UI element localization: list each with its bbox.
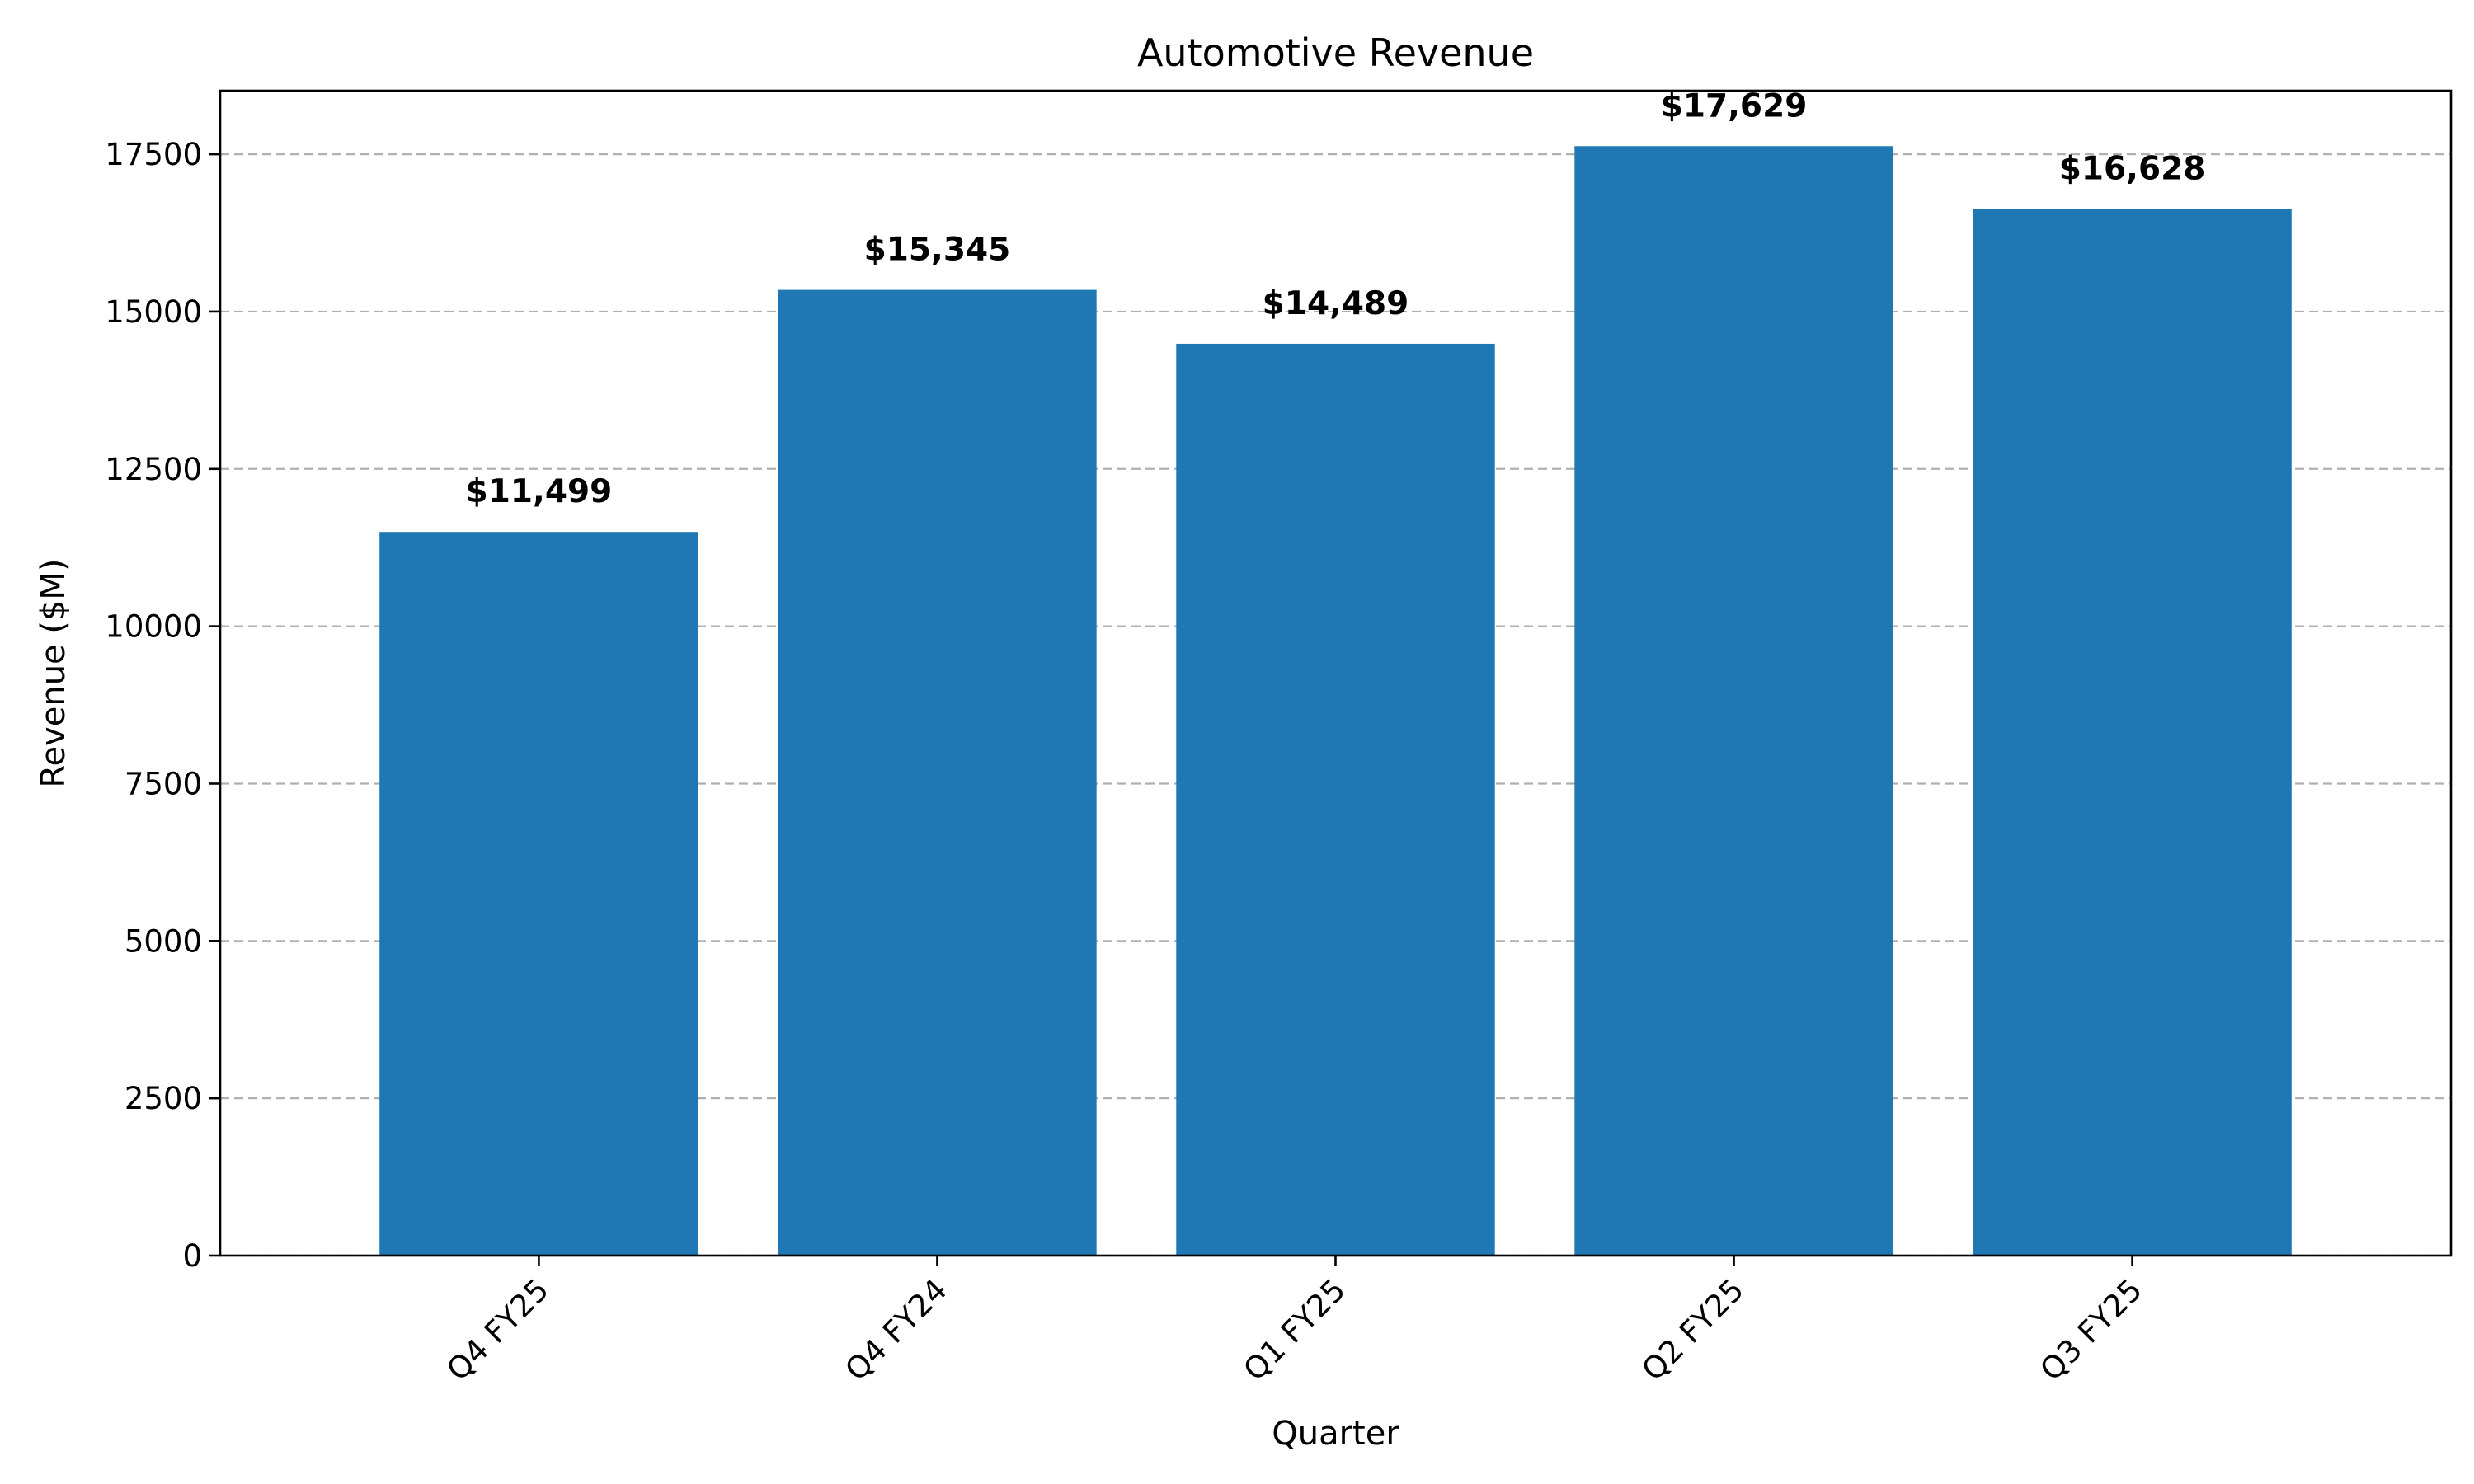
y-tick-label: 0 (182, 1238, 202, 1274)
chart-title: Automotive Revenue (1137, 31, 1534, 75)
bar (379, 532, 698, 1256)
y-axis-label: Revenue ($M) (35, 558, 73, 787)
y-tick-label: 2500 (125, 1081, 202, 1116)
y-axis-ticks: 0 2500 5000 7500 10000 12500 15000 17500 (105, 137, 220, 1274)
bar (778, 289, 1097, 1256)
bar-value-label: $17,629 (1661, 87, 1808, 124)
x-axis-label: Quarter (1272, 1415, 1399, 1453)
y-tick-label: 10000 (105, 609, 202, 645)
data-labels: $11,499 $15,345 $14,489 $17,629 $16,628 (466, 87, 2206, 510)
bar-value-label: $14,489 (1263, 285, 1409, 322)
bar (1973, 209, 2292, 1256)
bar-value-label: $16,628 (2059, 151, 2206, 188)
bar (1176, 343, 1495, 1256)
y-tick-label: 5000 (125, 923, 202, 959)
y-tick-label: 17500 (105, 137, 202, 172)
bar (1574, 146, 1893, 1256)
bars (379, 146, 2292, 1256)
y-tick-label: 12500 (105, 452, 202, 487)
y-tick-label: 7500 (125, 766, 202, 801)
bar-value-label: $11,499 (466, 473, 613, 510)
y-tick-label: 15000 (105, 294, 202, 330)
bar-value-label: $15,345 (864, 232, 1011, 269)
